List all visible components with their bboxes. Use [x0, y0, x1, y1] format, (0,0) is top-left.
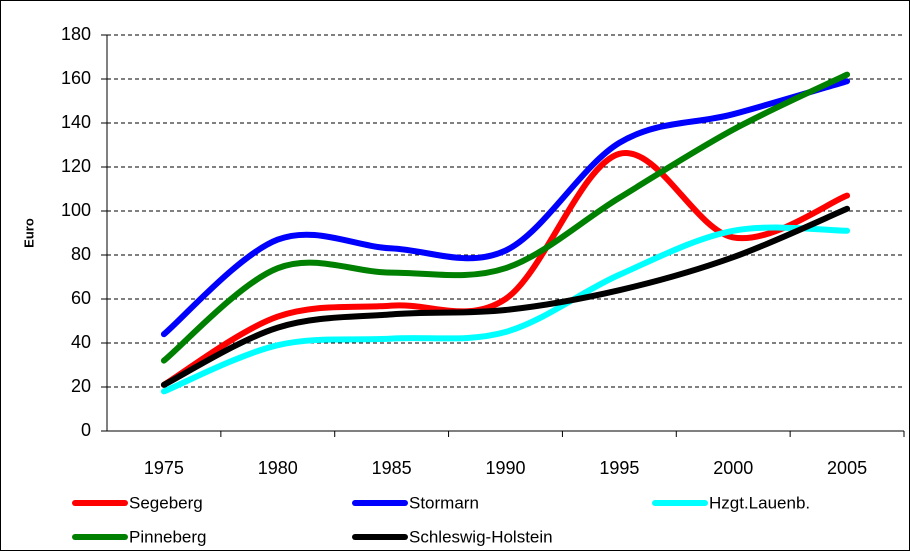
- y-tick-label: 80: [71, 244, 91, 264]
- legend-label: Pinneberg: [129, 527, 207, 546]
- legend-label: Hzgt.Lauenb.: [709, 493, 810, 512]
- x-tick-label: 2000: [713, 458, 753, 478]
- x-tick-label: 1975: [144, 458, 184, 478]
- y-tick-label: 120: [61, 156, 91, 176]
- x-tick-label: 1980: [258, 458, 298, 478]
- y-axis-label: Euro: [21, 218, 36, 248]
- y-tick-label: 160: [61, 68, 91, 88]
- series-line: [160, 150, 851, 388]
- y-tick-label: 180: [61, 24, 91, 44]
- y-tick-label: 40: [71, 332, 91, 352]
- y-tick-label: 140: [61, 112, 91, 132]
- legend-label: Stormarn: [409, 493, 479, 512]
- x-tick-label: 2005: [827, 458, 867, 478]
- x-tick-label: 1985: [372, 458, 412, 478]
- series-line: [160, 78, 851, 338]
- y-tick-label: 20: [71, 376, 91, 396]
- y-tick-label: 100: [61, 200, 91, 220]
- y-tick-label: 0: [81, 420, 91, 440]
- series-line: [160, 205, 851, 388]
- x-tick-label: 1995: [599, 458, 639, 478]
- x-tick-label: 1990: [485, 458, 525, 478]
- legend-label: Segeberg: [129, 493, 203, 512]
- y-tick-label: 60: [71, 288, 91, 308]
- series-line: [160, 224, 851, 395]
- legend-label: Schleswig-Holstein: [409, 527, 553, 546]
- series-line: [160, 71, 851, 364]
